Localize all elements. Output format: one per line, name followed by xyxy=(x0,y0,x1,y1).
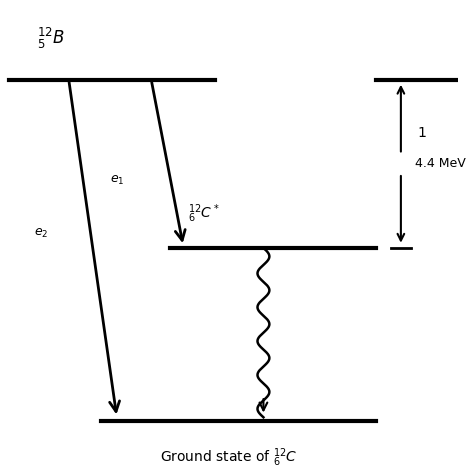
Text: 4.4 MeV: 4.4 MeV xyxy=(415,157,465,170)
Text: $e_2$: $e_2$ xyxy=(34,228,48,240)
Text: $^{12}_{5}B$: $^{12}_{5}B$ xyxy=(36,27,64,52)
Text: $e_1$: $e_1$ xyxy=(109,173,124,187)
Text: Ground state of $^{12}_{6}C$: Ground state of $^{12}_{6}C$ xyxy=(160,447,298,469)
Text: $1$: $1$ xyxy=(417,126,427,140)
Text: $^{12}_{6}C^*$: $^{12}_{6}C^*$ xyxy=(188,202,220,225)
